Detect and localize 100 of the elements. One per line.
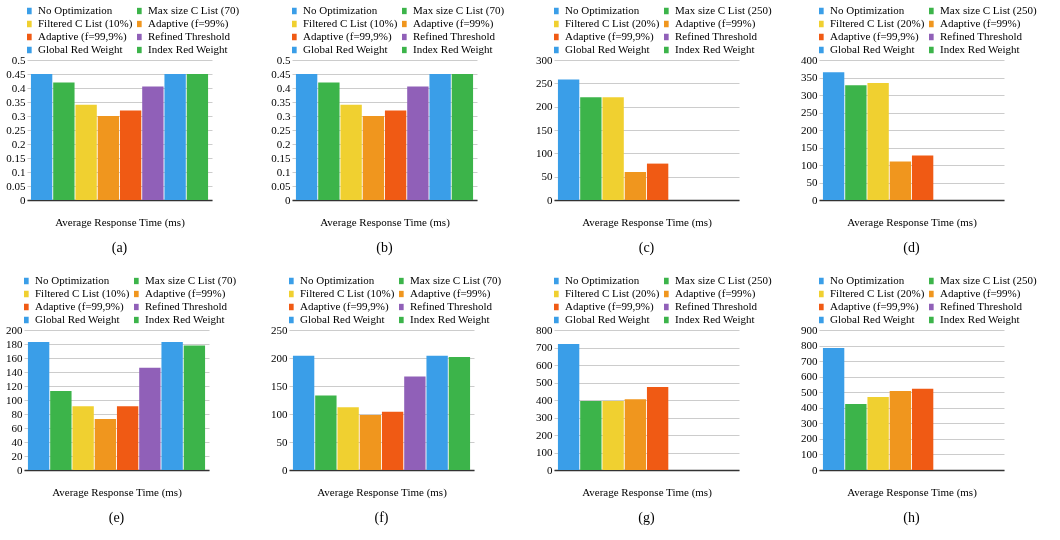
y-tick-label: 0.4: [276, 81, 291, 94]
y-tick-label: 50: [276, 435, 288, 448]
legend-label: Refined Threshold: [940, 300, 1023, 312]
y-tick-label: 100: [801, 447, 818, 460]
legend-label: Global Red Weight: [565, 313, 650, 325]
legend-label: No Optimization: [565, 274, 640, 286]
y-tick-label: 0.45: [271, 67, 291, 80]
legend-label: Index Red Weight: [675, 43, 755, 55]
legend-label: Refined Threshold: [675, 300, 758, 312]
y-tick-label: 0: [282, 463, 288, 476]
legend-label: Global Red Weight: [830, 43, 915, 55]
y-tick-label: 0: [547, 463, 553, 476]
y-tick-label: 300: [801, 416, 818, 429]
bar: [407, 86, 429, 200]
y-tick-label: 100: [536, 446, 553, 458]
y-tick-label: 120: [6, 379, 23, 392]
legend-label: Index Red Weight: [940, 43, 1020, 55]
bar: [624, 172, 647, 200]
y-tick-label: 0.25: [271, 123, 291, 136]
bar: [911, 388, 934, 470]
y-tick-label: 200: [536, 100, 553, 113]
y-tick-label: 160: [6, 351, 23, 364]
bar: [448, 356, 471, 470]
legend-label: Adaptive (f=99%): [940, 287, 1021, 300]
y-tick-label: 0.05: [271, 179, 291, 192]
bar: [183, 345, 206, 470]
y-tick-label: 0.5: [276, 53, 291, 66]
bar: [602, 400, 624, 470]
bar: [53, 82, 75, 200]
bar: [845, 403, 867, 470]
legend-label: Adaptive (f=99%): [148, 17, 229, 30]
y-tick-label: 0: [812, 193, 818, 206]
text: (b): [376, 240, 393, 256]
bar: [340, 104, 362, 200]
y-tick-label: 0.35: [271, 95, 291, 108]
bar: [384, 110, 407, 200]
legend-label: Filtered C List (20%): [830, 287, 925, 300]
bar: [27, 341, 50, 470]
y-tick-label: 300: [536, 53, 553, 66]
y-tick-label: 200: [6, 323, 23, 336]
y-tick-label: 150: [536, 123, 553, 136]
bar: [50, 390, 72, 470]
legend-label: Adaptive (f=99,9%): [830, 300, 920, 313]
legend-label: Adaptive (f=99%): [940, 17, 1021, 30]
bar: [867, 396, 889, 470]
bar: [602, 97, 624, 200]
y-tick-label: 800: [536, 323, 553, 336]
y-tick-label: 0.1: [276, 165, 291, 178]
x-axis-title: Average Response Time (ms): [582, 485, 713, 499]
legend-label: Adaptive (f=99,9%): [300, 300, 390, 313]
y-tick-label: 600: [801, 370, 818, 383]
bar: [315, 395, 337, 470]
y-tick-label: 180: [6, 337, 23, 350]
bar: [426, 355, 448, 470]
legend-label: Filtered C List (10%): [300, 287, 395, 300]
y-tick-label: 200: [536, 428, 553, 441]
bar: [580, 97, 602, 200]
legend-label: Adaptive (f=99,9%): [303, 30, 393, 43]
legend-label: No Optimization: [38, 4, 113, 16]
bar: [429, 74, 451, 200]
bar: [889, 390, 912, 470]
bar: [359, 415, 382, 470]
legend-label: Adaptive (f=99%): [410, 287, 491, 300]
bar: [911, 155, 934, 200]
y-tick-label: 700: [536, 341, 553, 353]
legend-label: Index Red Weight: [410, 313, 490, 325]
legend-label: Filtered C List (10%): [303, 17, 398, 30]
x-axis-title: Average Response Time (ms): [847, 485, 978, 499]
legend-label: Max size C List (250): [940, 274, 1037, 287]
y-tick-label: 300: [536, 411, 553, 423]
y-tick-label: 0: [285, 193, 291, 206]
y-tick-label: 0.1: [11, 165, 26, 178]
legend-label: Max size C List (250): [675, 274, 772, 287]
y-tick-label: 0.2: [276, 137, 291, 150]
y-tick-label: 600: [536, 358, 553, 371]
y-tick-label: 200: [271, 351, 288, 364]
text: (f): [374, 510, 389, 526]
bar: [337, 407, 359, 470]
legend-label: No Optimization: [830, 4, 905, 16]
legend-label: Refined Threshold: [148, 30, 231, 42]
y-tick-label: 0.3: [11, 109, 26, 122]
legend-label: Adaptive (f=99,9%): [35, 300, 125, 313]
legend-label: Index Red Weight: [413, 43, 493, 55]
y-tick-label: 0.35: [6, 95, 26, 108]
legend-label: Global Red Weight: [565, 43, 650, 55]
y-tick-label: 800: [801, 339, 818, 352]
x-axis-title: Average Response Time (ms): [320, 215, 451, 229]
bar: [557, 344, 580, 470]
bar: [94, 418, 117, 470]
y-tick-label: 100: [801, 158, 818, 171]
y-tick-label: 350: [801, 71, 818, 83]
legend-label: Filtered C List (20%): [565, 17, 660, 30]
legend-label: Adaptive (f=99,9%): [830, 30, 920, 43]
legend-label: Filtered C List (10%): [35, 287, 130, 300]
y-tick-label: 200: [801, 432, 818, 445]
y-tick-label: 400: [801, 401, 818, 414]
legend-label: Max size C List (250): [940, 4, 1037, 17]
y-tick-label: 0: [547, 193, 553, 206]
bar: [845, 85, 867, 200]
text: (e): [108, 510, 125, 526]
